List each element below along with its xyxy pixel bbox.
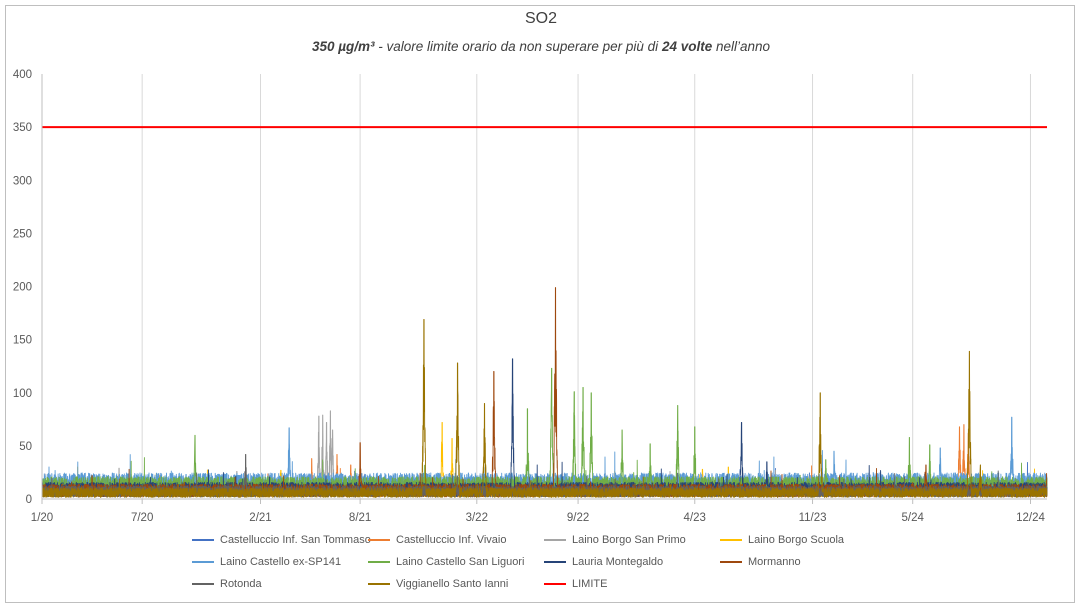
y-tick-label: 350 (13, 122, 32, 134)
subtitle-count: 24 volte (661, 39, 713, 54)
y-tick-label: 250 (13, 228, 32, 240)
chart-title: SO2 (524, 10, 557, 27)
subtitle-suffix: nell’anno (712, 39, 771, 54)
x-tick-label: 1/20 (31, 512, 53, 524)
y-tick-label: 50 (19, 441, 32, 453)
x-tick-label: 3/22 (466, 512, 488, 524)
series-line-9 (41, 318, 1048, 498)
x-tick-label: 9/22 (567, 512, 589, 524)
x-tick-label: 8/21 (349, 512, 371, 524)
subtitle-text: - valore limite orario da non superare p… (374, 39, 662, 54)
series-line-7 (41, 287, 1048, 498)
chart-subtitle: 350 µg/m³ - valore limite orario da non … (0, 39, 1082, 54)
subtitle-limit-value: 350 µg/m³ (311, 39, 375, 54)
x-tick-label: 12/24 (1016, 512, 1045, 524)
x-tick-label: 4/23 (684, 512, 706, 524)
y-tick-label: 0 (26, 494, 32, 506)
y-tick-label: 150 (13, 335, 32, 347)
axes: 1/20 7/20 2/21 8/21 3/22 9/22 4/23 11/23 5/24 12/… (13, 69, 1047, 524)
y-tick-label: 100 (13, 388, 32, 400)
x-tick-label: 5/24 (902, 512, 925, 524)
grid-lines (141, 74, 1031, 499)
y-tick-label: 300 (13, 175, 32, 187)
chart-frame (5, 5, 1075, 603)
y-tick-label: 200 (13, 282, 32, 294)
x-tick-label: 7/20 (131, 512, 153, 524)
y-tick-label: 400 (13, 69, 32, 81)
x-tick-label: 11/23 (799, 512, 827, 524)
series-lines (41, 126, 1048, 498)
x-tick-label: 2/21 (249, 512, 271, 524)
